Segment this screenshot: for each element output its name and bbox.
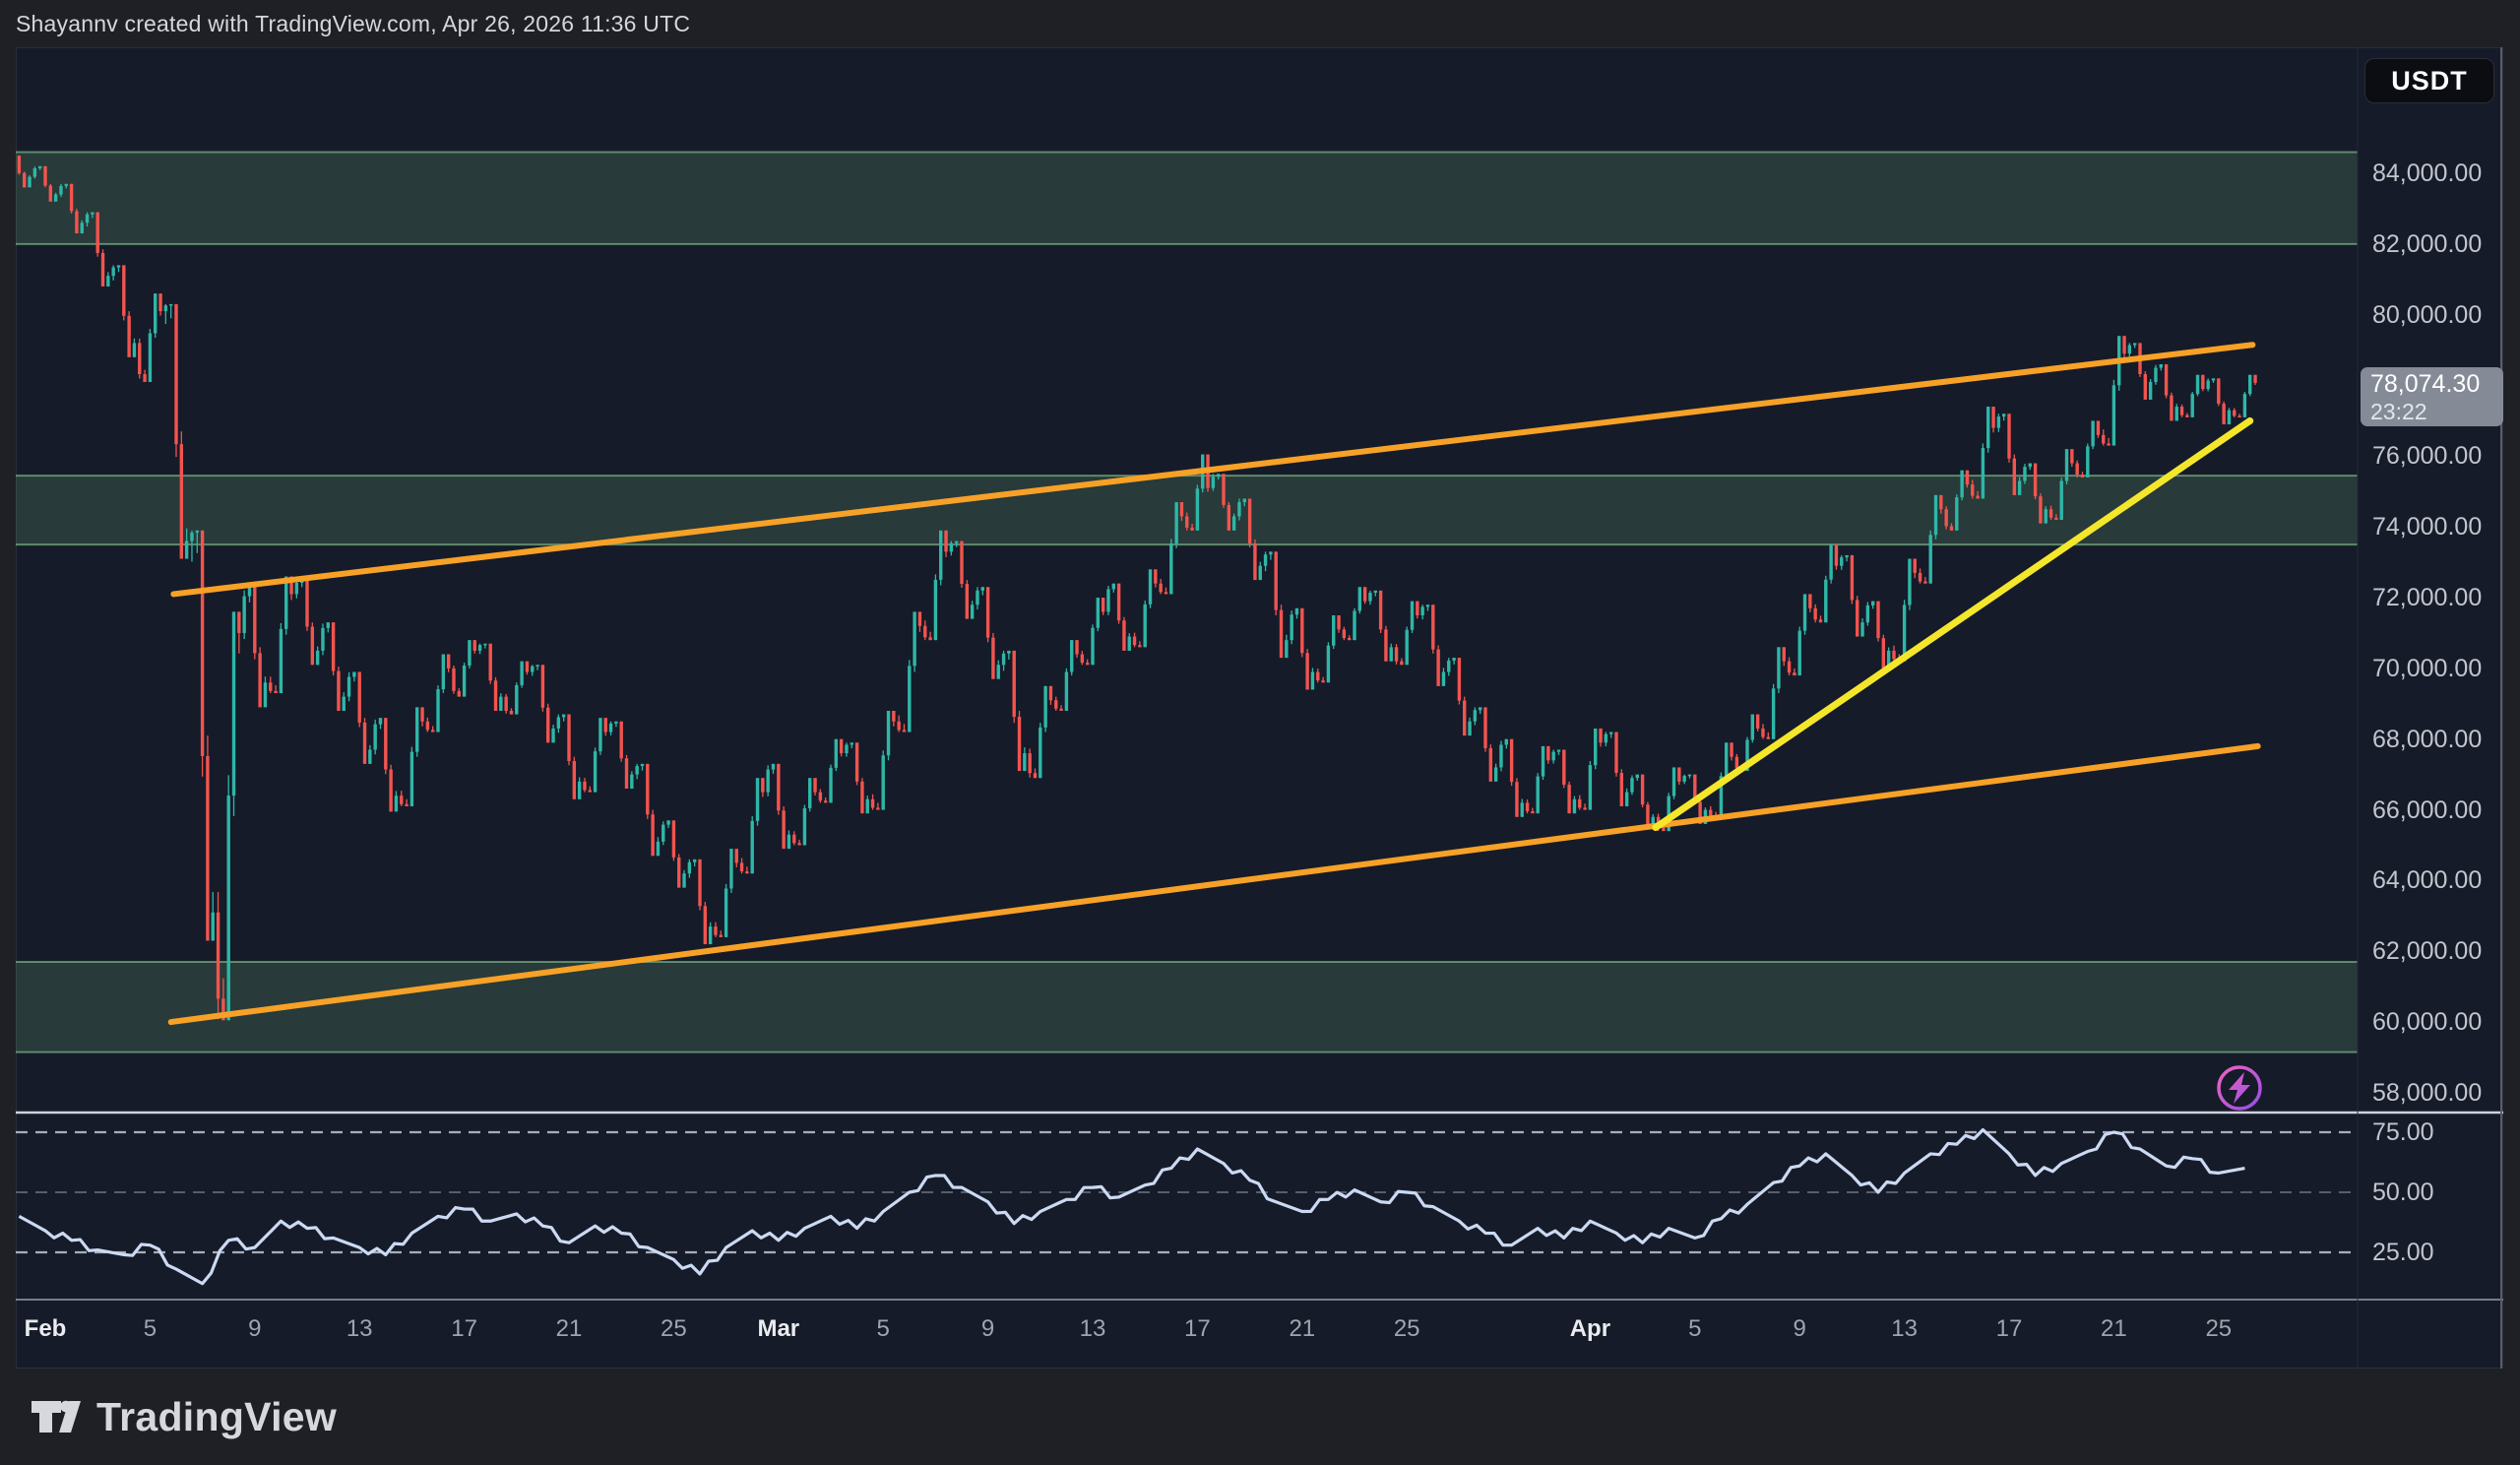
attribution-text: Shayannv created with TradingView.com, A…	[16, 10, 691, 36]
rsi-line	[18, 1127, 2245, 1286]
lightning-action-button[interactable]	[2217, 1065, 2262, 1111]
last-price-badge[interactable]: 78,074.30 23:22	[2361, 367, 2503, 426]
time-axis[interactable]	[16, 1302, 2358, 1369]
quote-currency-label: USDT	[2391, 65, 2468, 96]
chart-frame	[16, 47, 2503, 1369]
footer-bar: TradingView	[0, 1369, 2520, 1465]
upper-channel-line[interactable]	[170, 342, 2256, 598]
candlestick-series	[17, 156, 2257, 1021]
bar-countdown-timer: 23:22	[2370, 399, 2427, 424]
attribution-bar: Shayannv created with TradingView.com, A…	[0, 0, 2520, 47]
tradingview-logo-text[interactable]: TradingView	[96, 1393, 338, 1439]
lower-channel-line[interactable]	[167, 742, 2261, 1026]
quote-currency-badge: USDT	[2364, 58, 2494, 103]
last-price-value: 78,074.30	[2370, 370, 2481, 398]
price-axis[interactable]	[2359, 47, 2503, 1300]
tradingview-logo-icon[interactable]	[30, 1396, 83, 1437]
supply-demand-zones[interactable]	[16, 151, 2358, 1053]
ascending-support-line[interactable]	[1652, 416, 2254, 832]
